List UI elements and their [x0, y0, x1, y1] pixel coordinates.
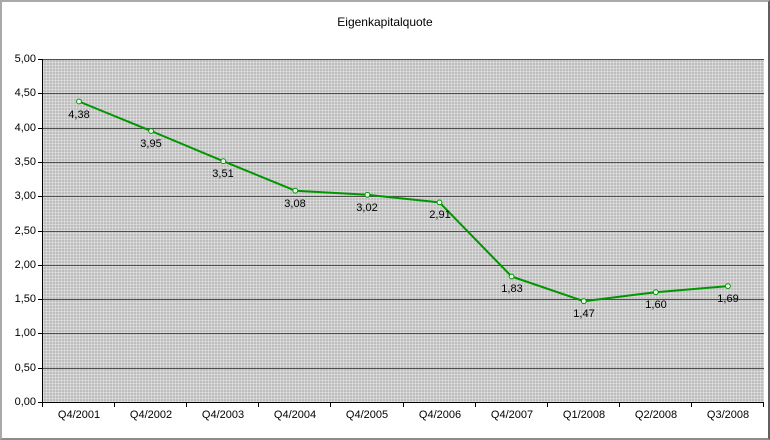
x-axis-label: Q4/2007 — [490, 409, 534, 421]
x-axis-tick-mark — [42, 403, 43, 407]
data-point-marker — [652, 289, 659, 296]
y-axis-tick-mark — [38, 93, 42, 94]
data-point-label: 1,69 — [717, 293, 739, 305]
y-axis-label: 0,50 — [14, 362, 36, 374]
y-axis-tick-mark — [38, 368, 42, 369]
data-point-marker — [580, 298, 587, 305]
y-axis-label: 2,00 — [14, 259, 36, 271]
data-point-marker — [364, 191, 371, 198]
x-axis-label: Q3/2008 — [706, 409, 750, 421]
y-axis-label: 1,00 — [14, 327, 36, 339]
y-axis-tick-mark — [38, 402, 42, 403]
data-point-label: 4,38 — [68, 109, 90, 121]
x-axis-label: Q4/2006 — [418, 409, 462, 421]
data-point-label: 1,47 — [573, 308, 595, 320]
data-point-marker — [436, 199, 443, 206]
x-axis-label: Q2/2008 — [634, 409, 678, 421]
data-point-label: 2,91 — [429, 209, 451, 221]
y-axis-label: 2,50 — [14, 225, 36, 237]
y-axis-label: 3,50 — [14, 156, 36, 168]
x-axis-label: Q4/2005 — [345, 409, 389, 421]
y-axis-label: 4,50 — [14, 87, 36, 99]
y-axis-tick-mark — [38, 162, 42, 163]
data-series-line — [78, 100, 728, 303]
y-axis-tick-mark — [38, 231, 42, 232]
data-point-label: 3,95 — [140, 138, 162, 150]
data-point-label: 3,51 — [212, 168, 234, 180]
y-axis-tick-mark — [38, 59, 42, 60]
y-axis-tick-mark — [38, 265, 42, 266]
data-point-marker — [148, 128, 154, 134]
data-point-marker — [508, 273, 515, 280]
x-axis-label: Q4/2004 — [273, 409, 317, 421]
y-axis-label: 3,00 — [14, 190, 36, 202]
y-axis-label: 4,00 — [14, 122, 36, 134]
x-axis-label: Q4/2001 — [57, 409, 101, 421]
data-point-label: 1,83 — [501, 283, 523, 295]
x-axis-tick-mark — [114, 403, 115, 407]
x-axis-tick-mark — [403, 403, 404, 407]
x-axis-tick-mark — [186, 403, 187, 407]
y-axis-tick-mark — [38, 299, 42, 300]
data-point-label: 3,08 — [284, 198, 306, 210]
y-axis-label: 5,00 — [14, 53, 36, 65]
data-point-marker — [725, 283, 731, 290]
data-point-label: 3,02 — [356, 202, 378, 214]
x-axis-tick-mark — [547, 403, 548, 407]
data-point-marker — [292, 187, 299, 194]
x-axis-tick-mark — [475, 403, 476, 407]
x-axis-label: Q4/2002 — [129, 409, 173, 421]
x-axis-tick-mark — [330, 403, 331, 407]
x-axis-tick-mark — [691, 403, 692, 407]
plot-area: 4,38 3,95 3,51 3,08 3,02 2,91 1,83 1,47 1,60 1,69 — [42, 59, 764, 403]
x-axis-tick-mark — [763, 403, 764, 407]
x-axis-label: Q1/2008 — [562, 409, 606, 421]
x-axis-label: Q4/2003 — [201, 409, 245, 421]
data-point-marker — [220, 158, 227, 165]
y-axis-tick-mark — [38, 196, 42, 197]
data-point-label: 1,60 — [645, 299, 667, 311]
data-point-marker — [76, 98, 82, 105]
y-axis-label: 1,50 — [14, 293, 36, 305]
x-axis-tick-mark — [619, 403, 620, 407]
y-axis-label: 0,00 — [14, 396, 36, 408]
chart-title: Eigenkapitalquote — [337, 15, 433, 29]
y-axis-tick-mark — [38, 128, 42, 129]
y-axis-tick-mark — [38, 333, 42, 334]
x-axis-tick-mark — [258, 403, 259, 407]
chart-canvas — [43, 59, 764, 369]
